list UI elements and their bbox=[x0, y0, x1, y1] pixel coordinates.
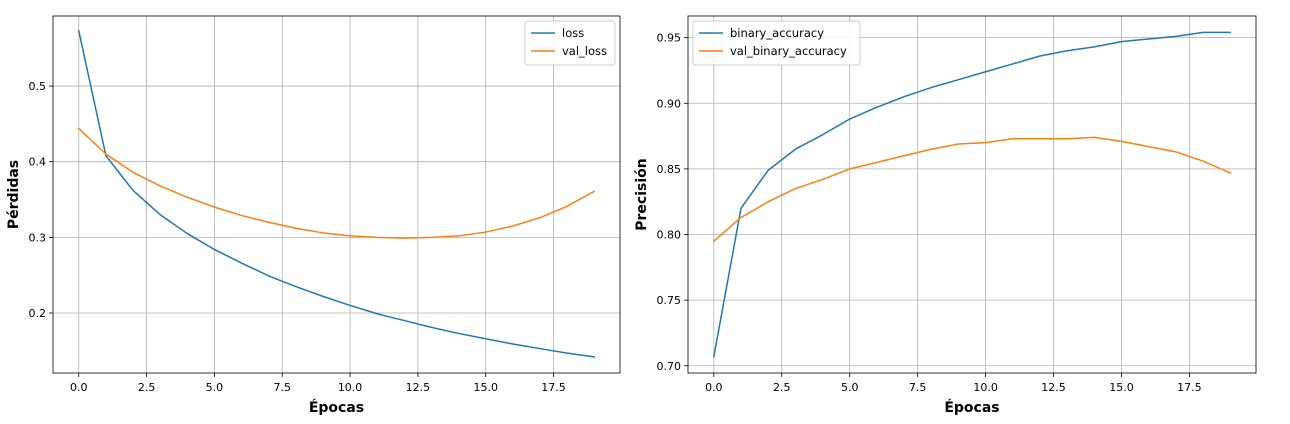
x-tick-label: 17.5 bbox=[1177, 381, 1202, 394]
series-line-val_loss bbox=[77, 127, 596, 239]
y-axis-label: Precisión bbox=[634, 158, 650, 230]
y-tick-label: 0.95 bbox=[657, 32, 682, 45]
legend-label: val_loss bbox=[562, 44, 607, 58]
legend-label: val_binary_accuracy bbox=[730, 44, 847, 58]
legend-box bbox=[692, 20, 861, 66]
x-tick-label: 17.5 bbox=[541, 381, 566, 394]
y-tick-label: 0.5 bbox=[29, 80, 47, 93]
x-tick-label: 0.0 bbox=[705, 381, 723, 394]
y-axis-label: Pérdidas bbox=[6, 160, 22, 229]
y-tick-label: 0.3 bbox=[29, 231, 47, 244]
x-tick-label: 5.0 bbox=[206, 381, 224, 394]
legend-label: loss bbox=[562, 26, 584, 40]
y-tick-label: 0.85 bbox=[657, 163, 682, 176]
x-axis-label: Épocas bbox=[309, 399, 364, 416]
y-tick-label: 0.2 bbox=[29, 307, 47, 320]
x-tick-label: 5.0 bbox=[841, 381, 859, 394]
axes-frame bbox=[52, 15, 621, 374]
axes-frame bbox=[687, 15, 1257, 374]
y-tick-label: 0.80 bbox=[657, 229, 682, 242]
x-tick-label: 0.0 bbox=[70, 381, 88, 394]
legend: loss val_loss bbox=[524, 20, 616, 66]
y-tick-label: 0.4 bbox=[29, 156, 47, 169]
x-tick-label: 10.0 bbox=[973, 381, 998, 394]
plot-area bbox=[688, 16, 1256, 373]
legend-box bbox=[524, 20, 616, 66]
y-tick-label: 0.70 bbox=[657, 360, 682, 373]
x-tick-label: 12.5 bbox=[406, 381, 431, 394]
legend-label: binary_accuracy bbox=[730, 26, 824, 40]
plot-area bbox=[53, 16, 620, 373]
x-tick-label: 7.5 bbox=[909, 381, 927, 394]
x-tick-label: 15.0 bbox=[1109, 381, 1134, 394]
series-line-loss bbox=[77, 29, 596, 358]
legend: binary_accuracy val_binary_accuracy bbox=[692, 20, 861, 66]
series-line-binary_accuracy bbox=[712, 31, 1231, 358]
accuracy-chart: 0.0 2.5 5.0 7.5 10.0 12.5 15.0 17.5 0.70 0.75 0.80… bbox=[634, 15, 1257, 416]
x-tick-label: 2.5 bbox=[773, 381, 791, 394]
loss-chart: 0.0 2.5 5.0 7.5 10.0 12.5 15.0 17.5 0.2 0.3 0.4 0.5… bbox=[6, 15, 621, 416]
x-tick-label: 2.5 bbox=[138, 381, 156, 394]
x-tick-label: 7.5 bbox=[273, 381, 291, 394]
y-tick-label: 0.90 bbox=[657, 97, 682, 110]
y-tick-label: 0.75 bbox=[657, 294, 682, 307]
x-tick-label: 15.0 bbox=[473, 381, 498, 394]
x-tick-label: 12.5 bbox=[1041, 381, 1066, 394]
series-line-val_binary_accuracy bbox=[712, 136, 1232, 243]
x-tick-label: 10.0 bbox=[338, 381, 363, 394]
x-axis-label: Épocas bbox=[944, 399, 999, 416]
